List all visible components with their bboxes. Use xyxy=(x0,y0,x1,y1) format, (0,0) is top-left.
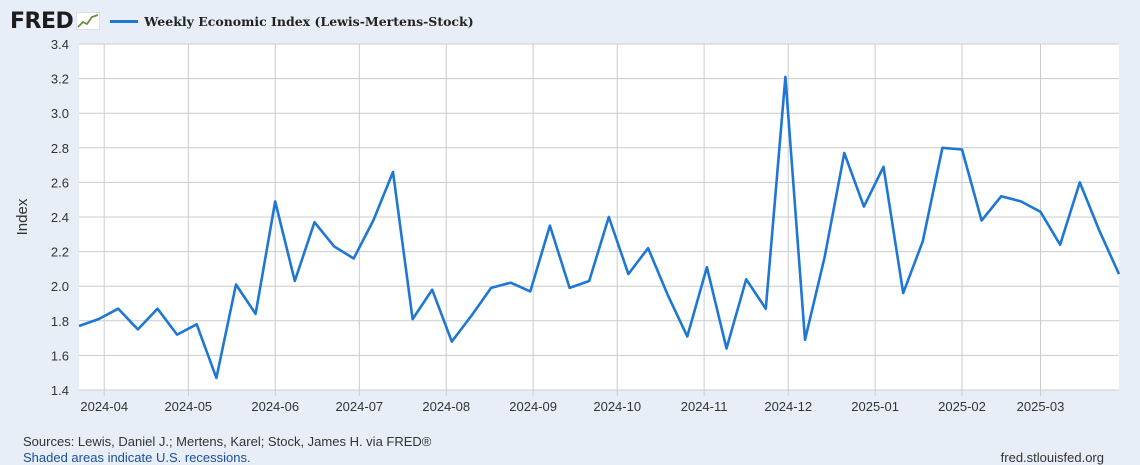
x-tick-label: 2024-05 xyxy=(164,399,212,414)
gridlines xyxy=(79,43,1119,396)
y-tick-label: 1.4 xyxy=(51,383,69,398)
x-tick-label: 2025-01 xyxy=(851,399,899,414)
line-chart: 1.4 1.6 1.8 2.0 2.2 2.4 2.6 2.8 3.0 3.2 3.4 2024-0… xyxy=(14,37,1121,414)
x-tick-label: 2025-02 xyxy=(938,399,986,414)
x-tick-label: 2025-03 xyxy=(1017,399,1065,414)
y-tick-label: 3.0 xyxy=(51,106,69,121)
legend-series-label: Weekly Economic Index (Lewis-Mertens-Sto… xyxy=(144,13,474,29)
footer-sources: Sources: Lewis, Daniel J.; Mertens, Kare… xyxy=(23,434,432,449)
x-tick-label: 2024-12 xyxy=(764,399,812,414)
footer-url[interactable]: fred.stlouisfed.org xyxy=(1000,450,1104,465)
chart-header: FRED Weekly Economic Index (Lewis-Merten… xyxy=(10,6,474,36)
y-tick-label: 1.6 xyxy=(51,348,69,363)
fred-line-graph-icon xyxy=(76,12,101,30)
x-tick-label: 2024-11 xyxy=(681,399,728,414)
x-axis-ticks: 2024-04 2024-05 2024-06 2024-07 2024-08 2024-… xyxy=(80,399,1064,414)
y-tick-label: 1.8 xyxy=(51,314,69,329)
x-tick-label: 2024-07 xyxy=(335,399,383,414)
y-tick-label: 2.2 xyxy=(51,245,69,260)
x-tick-label: 2024-09 xyxy=(509,399,557,414)
x-tick-label: 2024-10 xyxy=(593,399,641,414)
y-tick-label: 2.8 xyxy=(51,141,69,156)
x-tick-label: 2024-04 xyxy=(80,399,128,414)
footer-recession-note[interactable]: Shaded areas indicate U.S. recessions. xyxy=(23,450,251,465)
y-tick-label: 3.2 xyxy=(51,72,69,87)
fred-logo: FRED xyxy=(10,8,74,34)
x-tick-label: 2024-08 xyxy=(422,399,470,414)
y-tick-label: 2.0 xyxy=(51,279,69,294)
y-tick-label: 2.4 xyxy=(51,210,69,225)
x-tick-label: 2024-06 xyxy=(251,399,299,414)
legend-series-swatch xyxy=(110,19,139,23)
y-axis-label: Index xyxy=(14,198,31,235)
y-tick-label: 3.4 xyxy=(51,37,69,52)
y-tick-label: 2.6 xyxy=(51,175,69,190)
y-axis-ticks: 1.4 1.6 1.8 2.0 2.2 2.4 2.6 2.8 3.0 3.2 3.4 xyxy=(51,37,69,398)
series-line xyxy=(78,75,1121,380)
